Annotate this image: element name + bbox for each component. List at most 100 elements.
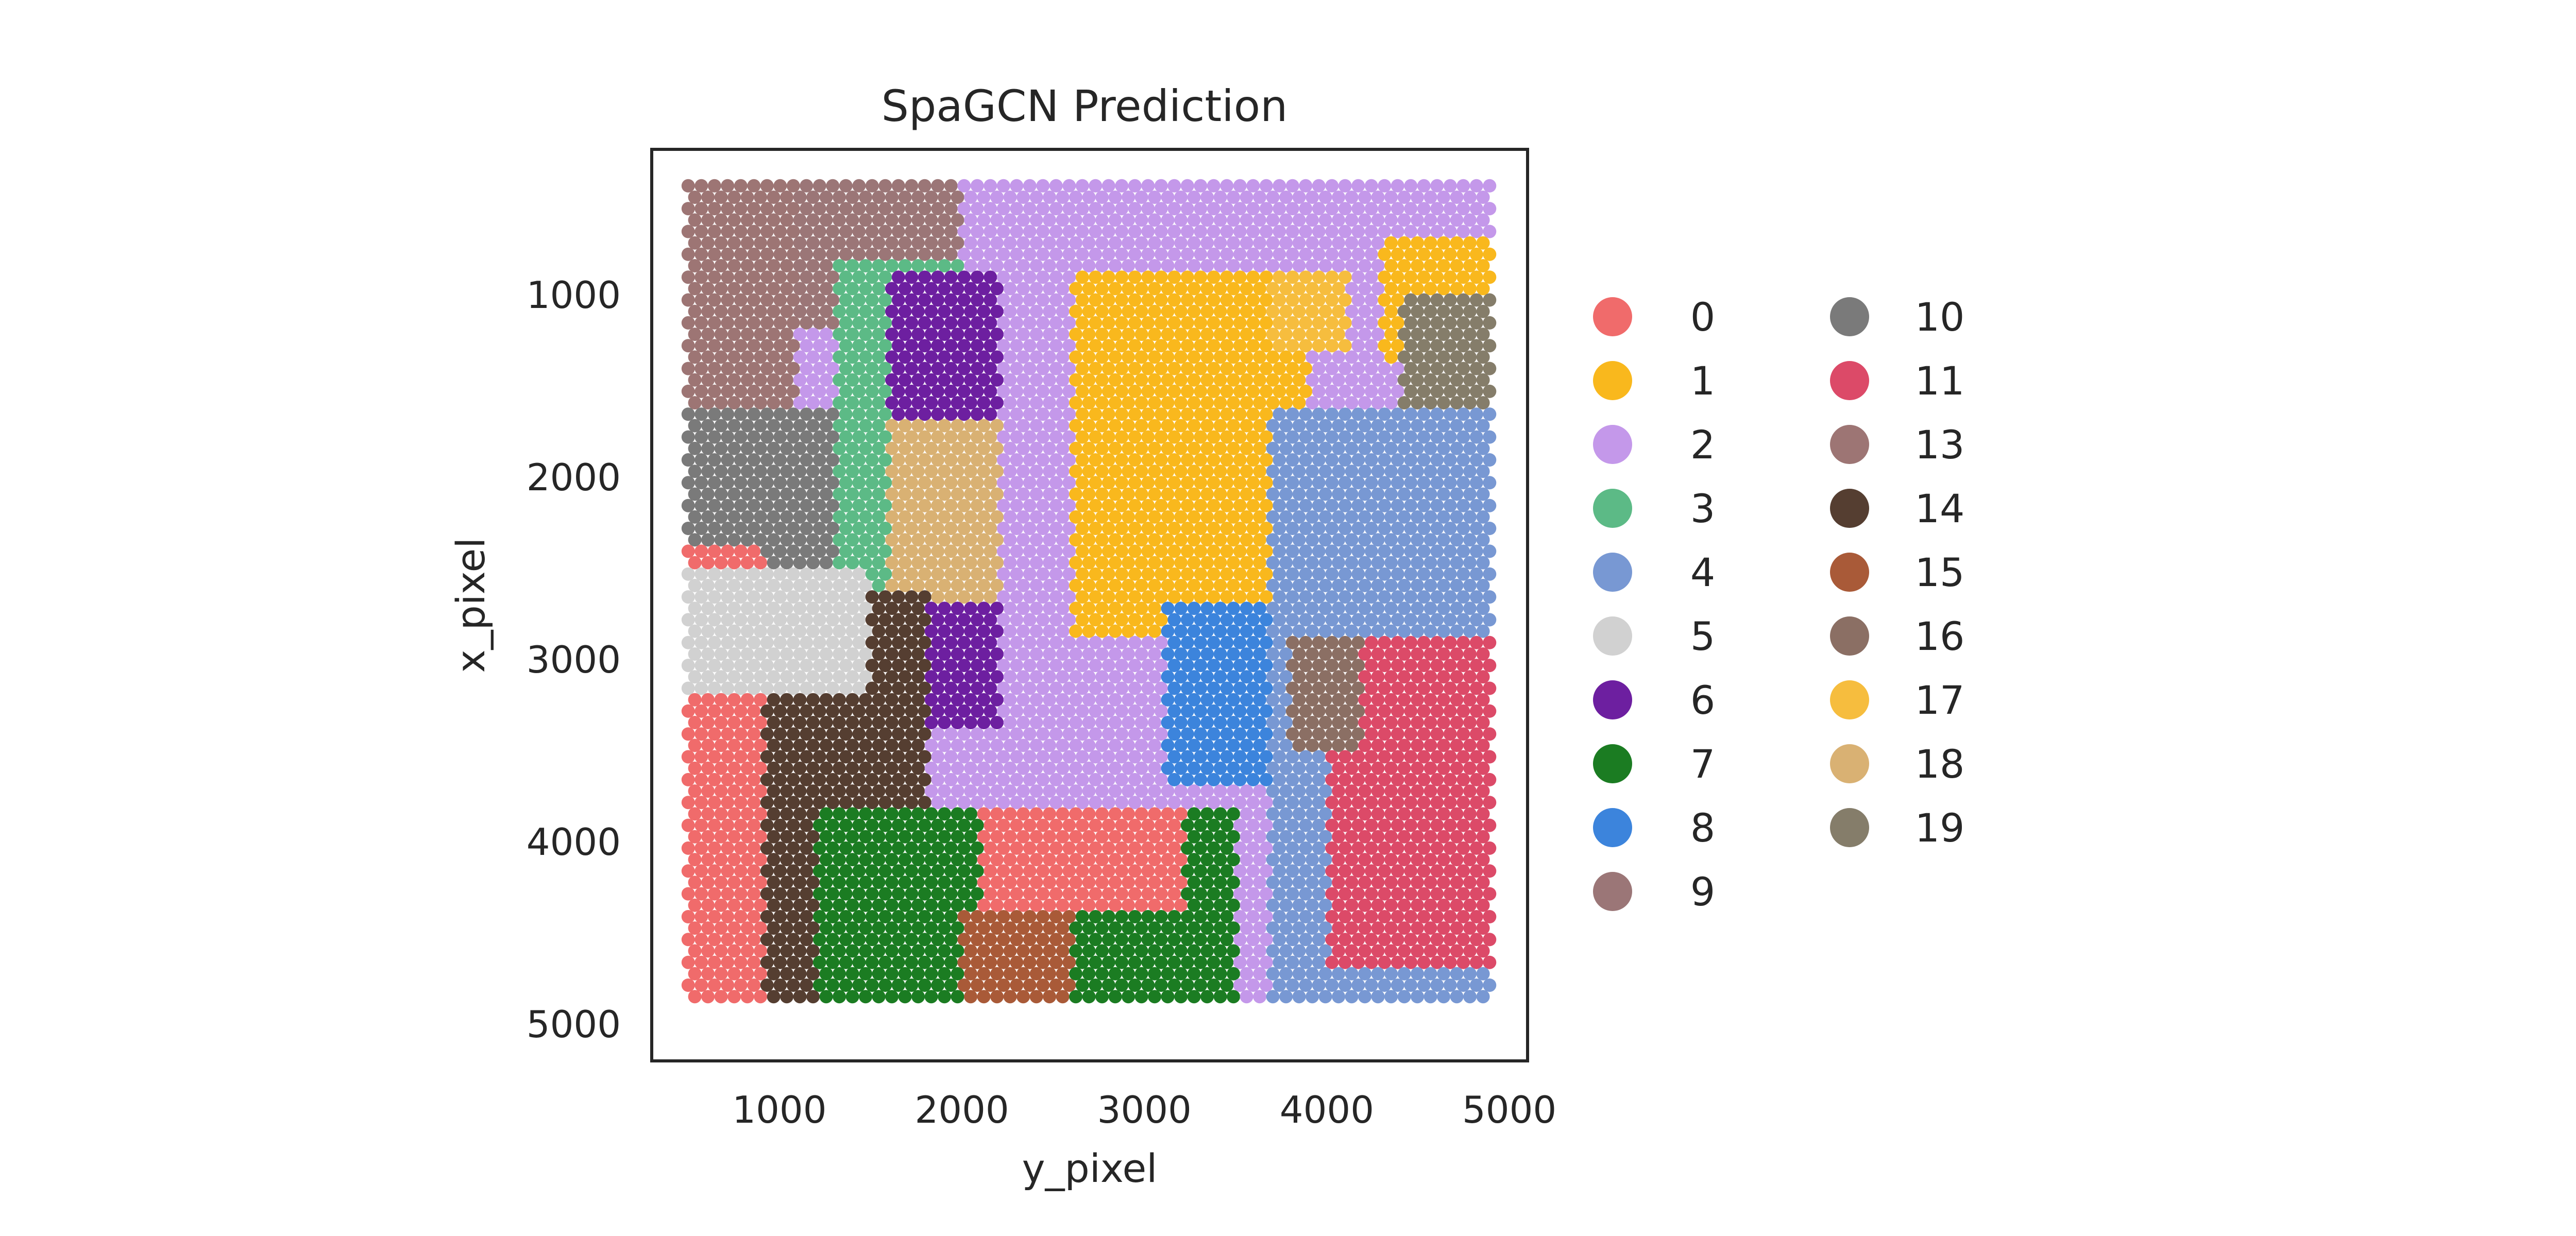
spot-cluster-7 — [1141, 933, 1155, 947]
spot-cluster-11 — [1391, 704, 1404, 718]
spot-cluster-18 — [911, 556, 925, 570]
spot-cluster-2 — [1095, 191, 1109, 204]
spot-cluster-2 — [1049, 453, 1063, 467]
spot-cluster-9 — [905, 247, 919, 261]
spot-cluster-16 — [1351, 704, 1365, 718]
spot-cluster-4 — [1469, 407, 1483, 421]
spot-cluster-2 — [1115, 659, 1129, 673]
spot-cluster-14 — [773, 955, 787, 969]
spot-cluster-2 — [1056, 465, 1070, 478]
spot-cluster-7 — [826, 818, 840, 832]
spot-cluster-1 — [1082, 373, 1096, 387]
spot-cluster-14 — [918, 796, 931, 810]
spot-cluster-3 — [845, 282, 859, 296]
spot-cluster-2 — [1306, 213, 1319, 227]
spot-cluster-2 — [977, 191, 991, 204]
spot-cluster-7 — [1180, 910, 1194, 923]
spot-cluster-18 — [984, 499, 997, 512]
spot-cluster-11 — [1430, 636, 1444, 649]
spot-cluster-1 — [1089, 544, 1103, 558]
spot-cluster-7 — [845, 990, 859, 1004]
spot-cluster-1 — [1101, 499, 1115, 512]
spot-cluster-1 — [1101, 453, 1115, 467]
spot-cluster-5 — [740, 624, 754, 638]
spot-cluster-1 — [1089, 339, 1103, 353]
x-tick-label: 5000 — [1462, 1088, 1556, 1131]
spot-cluster-7 — [924, 967, 938, 981]
spot-cluster-15 — [1016, 921, 1030, 935]
spot-cluster-16 — [1318, 647, 1332, 661]
spot-cluster-1 — [1128, 476, 1142, 490]
spot-cluster-13 — [740, 328, 754, 341]
spot-cluster-13 — [767, 213, 781, 227]
spot-cluster-2 — [1095, 693, 1109, 707]
spot-cluster-2 — [1332, 396, 1346, 410]
spot-cluster-10 — [714, 419, 728, 433]
spot-cluster-1 — [1384, 236, 1398, 250]
spot-cluster-7 — [1213, 990, 1227, 1004]
spot-cluster-2 — [1253, 213, 1267, 227]
spot-cluster-13 — [734, 202, 748, 216]
spot-cluster-14 — [885, 670, 899, 684]
spot-cluster-2 — [1082, 761, 1096, 775]
spot-cluster-7 — [931, 933, 945, 947]
spot-cluster-0 — [1167, 818, 1181, 832]
spot-cluster-2 — [1049, 659, 1063, 673]
spot-cluster-0 — [721, 841, 735, 855]
spot-cluster-1 — [1391, 247, 1404, 261]
spot-cluster-13 — [773, 202, 787, 216]
spot-cluster-2 — [1246, 202, 1260, 216]
spot-cluster-4 — [1279, 853, 1293, 867]
spot-cluster-4 — [1384, 578, 1398, 592]
spot-cluster-0 — [990, 807, 1004, 821]
spot-cluster-4 — [1450, 602, 1464, 615]
spot-cluster-0 — [1148, 807, 1162, 821]
spot-cluster-1 — [1075, 384, 1089, 398]
spot-cluster-1 — [1194, 316, 1208, 330]
spot-cluster-4 — [1273, 933, 1286, 947]
spot-cluster-10 — [767, 419, 781, 433]
spot-cluster-4 — [1285, 955, 1299, 969]
spot-cluster-3 — [845, 510, 859, 524]
spot-cluster-3 — [845, 350, 859, 364]
spot-cluster-11 — [1469, 910, 1483, 923]
spot-cluster-4 — [1450, 487, 1464, 501]
spot-cluster-2 — [1246, 225, 1260, 238]
spot-cluster-8 — [1174, 716, 1188, 729]
spot-cluster-2 — [1010, 293, 1024, 307]
spot-cluster-11 — [1351, 955, 1365, 969]
spot-cluster-2 — [1036, 202, 1050, 216]
spot-cluster-14 — [780, 830, 794, 844]
spot-cluster-7 — [924, 830, 938, 844]
spot-cluster-11 — [1384, 876, 1398, 889]
spot-cluster-4 — [1456, 978, 1470, 992]
spot-cluster-2 — [1180, 225, 1194, 238]
spot-cluster-18 — [918, 522, 931, 535]
spot-cluster-6 — [898, 396, 912, 410]
spot-cluster-14 — [780, 807, 794, 821]
spot-cluster-4 — [1285, 933, 1299, 947]
spot-cluster-2 — [1122, 784, 1136, 798]
spot-cluster-8 — [1213, 761, 1227, 775]
spot-cluster-4 — [1338, 590, 1352, 604]
spot-cluster-8 — [1253, 647, 1267, 661]
spot-cluster-2 — [1069, 761, 1083, 775]
spot-cluster-11 — [1411, 647, 1425, 661]
spot-cluster-1 — [1128, 339, 1142, 353]
spot-cluster-3 — [878, 407, 892, 421]
spot-cluster-1 — [1227, 578, 1241, 592]
spot-cluster-1 — [1167, 362, 1181, 375]
spot-cluster-2 — [984, 179, 997, 193]
spot-cluster-7 — [1227, 830, 1241, 844]
spot-cluster-2 — [1134, 647, 1148, 661]
spot-cluster-4 — [1273, 476, 1286, 490]
spot-cluster-6 — [891, 316, 905, 330]
spot-cluster-4 — [1371, 578, 1385, 592]
spot-cluster-11 — [1325, 955, 1339, 969]
spot-cluster-11 — [1397, 716, 1411, 729]
spot-cluster-1 — [1233, 544, 1247, 558]
spot-cluster-5 — [859, 578, 873, 592]
spot-cluster-6 — [957, 636, 971, 649]
spot-cluster-9 — [951, 191, 964, 204]
spot-cluster-5 — [688, 602, 702, 615]
